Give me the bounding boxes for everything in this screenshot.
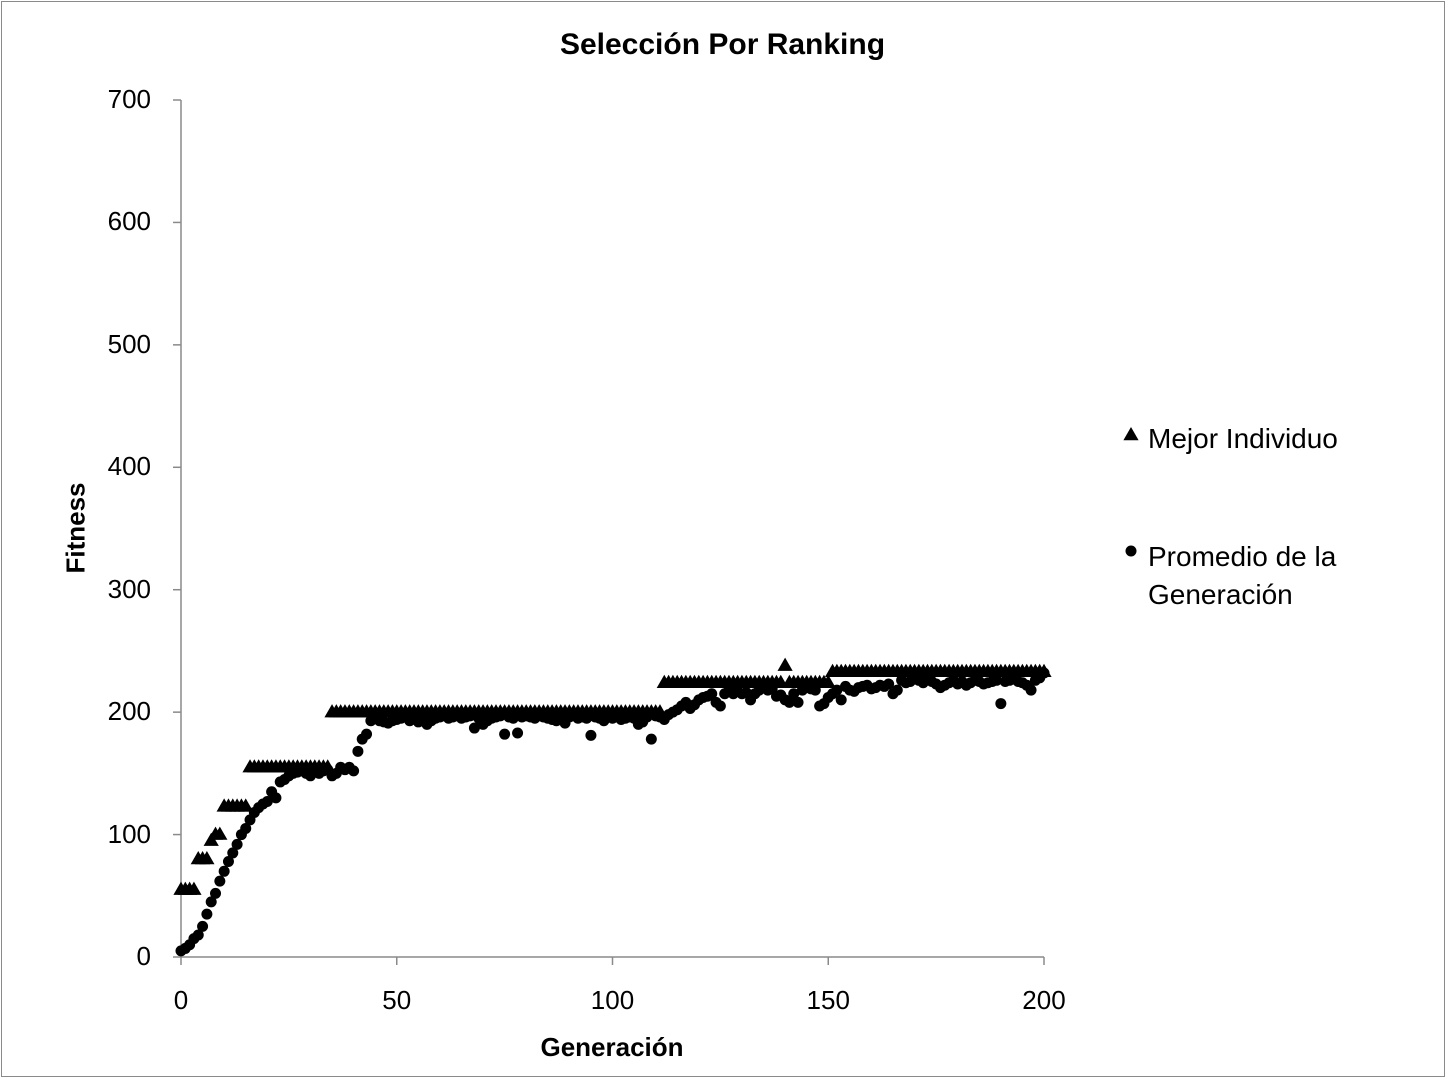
triangle-point [820, 674, 836, 688]
circle-point [218, 865, 230, 877]
circle-point [714, 700, 726, 712]
circle-point [512, 727, 524, 739]
circle-point [348, 765, 360, 777]
circle-point [201, 908, 213, 920]
circle-point [991, 674, 1003, 686]
circle-point [792, 696, 804, 708]
circle-point [706, 688, 718, 700]
circle-point [240, 822, 252, 834]
y-tick-label: 300 [107, 573, 151, 604]
y-tick-label: 0 [136, 941, 151, 971]
chart-title: Selección Por Ranking [559, 28, 886, 61]
circle-point [468, 722, 480, 734]
circle-point [222, 856, 234, 868]
triangle-point [212, 826, 228, 840]
circle-point [645, 733, 657, 745]
circle-point [835, 694, 847, 706]
circle-point [783, 696, 795, 708]
circle-point [494, 710, 506, 722]
x-tick-label: 200 [1022, 985, 1066, 1015]
y-tick-label: 600 [107, 206, 151, 237]
triangle-point [777, 657, 793, 671]
y-tick-label: 500 [107, 328, 151, 359]
circle-point [361, 728, 373, 740]
circle-point [464, 710, 476, 722]
circle-point [205, 896, 217, 908]
circle-point [581, 712, 593, 724]
circle-point [995, 698, 1007, 710]
circle-point [192, 929, 204, 941]
x-axis-label: Generación [540, 1032, 684, 1062]
circle-point [809, 684, 821, 696]
circle-point [1025, 684, 1037, 696]
data-marks [173, 657, 1052, 957]
circle-point [214, 875, 226, 887]
circle-point [352, 745, 364, 757]
legend-triangle-icon [1123, 427, 1139, 441]
circle-point [641, 711, 653, 723]
circle-point [788, 688, 800, 700]
legend-circle-icon [1125, 545, 1137, 557]
circle-point [891, 684, 903, 696]
circle-point [197, 920, 209, 932]
triangle-point [238, 798, 254, 812]
circle-point [499, 728, 511, 740]
circle-point [831, 684, 843, 696]
x-tick-label: 50 [382, 985, 412, 1015]
y-tick-label: 400 [107, 451, 151, 482]
x-tick-label: 100 [590, 985, 635, 1015]
circle-point [261, 796, 273, 808]
circle-point [1038, 667, 1050, 679]
triangle-point [186, 881, 202, 895]
circle-point [270, 792, 282, 804]
y-tick-label: 100 [107, 818, 151, 849]
x-tick-label: 0 [173, 985, 189, 1015]
axes [173, 99, 1045, 965]
y-tick-label: 700 [107, 84, 151, 114]
legend-item-label: Mejor Individuo [1148, 423, 1338, 454]
series-promedio-generacion [175, 667, 1050, 957]
circle-point [227, 847, 239, 859]
circle-point [210, 887, 222, 899]
circle-point [585, 729, 597, 741]
legend-item-label: Promedio de la Generación [1148, 541, 1337, 610]
x-tick-label: 150 [806, 985, 850, 1015]
circle-point [231, 838, 243, 850]
circle-point [883, 678, 895, 690]
triangle-point [199, 851, 215, 865]
y-tick-label: 200 [107, 696, 151, 727]
circle-point [507, 712, 519, 724]
